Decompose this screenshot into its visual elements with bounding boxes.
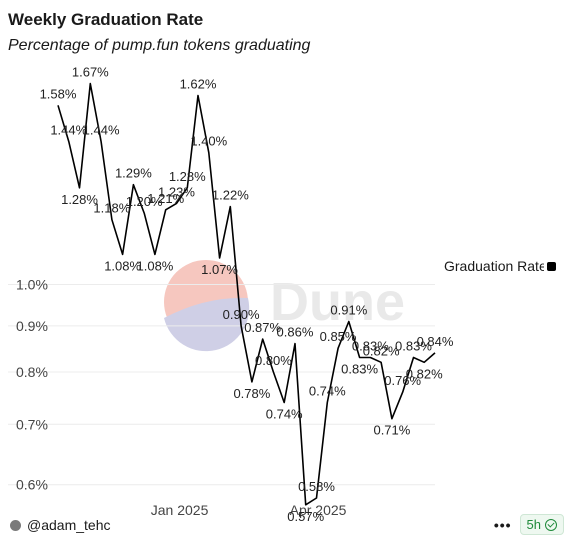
chart-subtitle: Percentage of pump.fun tokens graduating [8,37,311,54]
watermark: Dune [164,260,405,352]
footer-author[interactable]: @adam_tehc [10,517,110,533]
data-label: 0.71% [373,423,410,438]
data-label: 1.23% [158,184,195,199]
x-tick-label: Apr 2025 [290,502,347,518]
data-label: 0.83% [352,339,389,354]
data-label: 0.76% [384,373,421,388]
y-tick-label: 0.8% [16,364,48,380]
data-label: 0.84% [417,334,454,349]
data-label: 0.91% [330,302,367,317]
data-label: 0.83% [395,339,432,354]
legend: Graduation Rate [444,258,556,274]
data-label: 0.57% [287,509,324,524]
data-label: 0.87% [244,320,281,335]
data-label: 1.44% [50,123,87,138]
y-tick-label: 0.6% [16,477,48,493]
author-handle: @adam_tehc [27,517,111,533]
data-label: 1.67% [72,65,109,80]
data-label: 0.74% [309,384,346,399]
data-label: 1.44% [83,123,120,138]
series-line-graduation-rate [57,82,436,506]
data-label: 0.74% [266,407,303,422]
x-axis: Jan 2025 Apr 2025 [151,502,347,518]
data-label: 1.40% [190,134,227,149]
data-label: 0.58% [298,479,335,494]
data-label: 0.86% [277,325,314,340]
data-label: 0.90% [223,307,260,322]
y-tick-label: 0.9% [16,318,48,334]
more-options-icon[interactable]: ••• [493,516,512,533]
data-label: 0.78% [233,386,270,401]
data-label: 0.85% [320,329,357,344]
y-tick-label: 1.0% [16,277,48,293]
data-label: 1.20% [126,194,163,209]
watermark-text: Dune [270,272,405,332]
data-label: 1.29% [115,166,152,181]
y-tick-label: 0.7% [16,416,48,432]
grid [8,284,435,486]
data-label: 0.80% [255,353,292,368]
footer-actions: ••• 5h [494,514,564,535]
data-label: 1.22% [212,188,249,203]
data-label: 1.62% [180,76,217,91]
data-label: 1.21% [147,191,184,206]
age-text: 5h [526,517,541,532]
data-label: 1.28% [61,192,98,207]
data-label: 1.08% [104,258,141,273]
data-label: 0.82% [406,366,443,381]
data-label: 0.82% [363,343,400,358]
data-labels: 1.58% 1.44% 1.28% 1.67% 1.44% 1.18% 1.08% 1.29%… [40,65,454,524]
data-label: 1.07% [201,262,238,277]
avatar [10,519,21,531]
data-label: 1.08% [137,258,174,273]
data-label: 1.58% [40,86,77,101]
legend-label: Graduation Rate [444,258,544,274]
legend-swatch [547,261,556,271]
chart-title: Weekly Graduation Rate [8,10,204,29]
check-circle-icon [545,518,557,531]
y-axis: 1.0% 0.9% 0.8% 0.7% 0.6% [16,277,48,493]
age-badge: 5h [519,514,564,535]
watermark-logo-bottom [164,297,250,352]
x-tick-label: Jan 2025 [151,502,209,518]
data-label: 1.18% [93,201,130,216]
data-label: 0.83% [341,362,378,377]
data-label: 1.28% [169,169,206,184]
